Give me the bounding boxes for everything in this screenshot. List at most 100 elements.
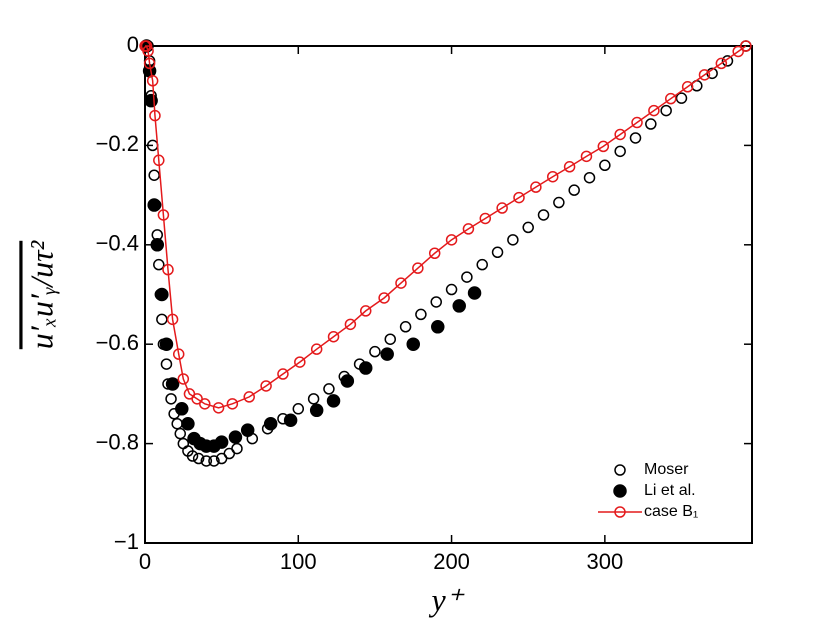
marker — [165, 377, 180, 391]
marker — [496, 202, 508, 214]
x-axis-label: y⁺ — [428, 581, 464, 617]
marker — [327, 330, 340, 343]
marker — [715, 57, 728, 70]
marker — [143, 57, 156, 70]
marker — [614, 128, 626, 141]
marker — [208, 455, 220, 467]
marker — [412, 262, 424, 274]
marker — [307, 393, 320, 405]
marker — [160, 358, 173, 370]
marker — [583, 171, 596, 184]
marker — [675, 92, 688, 104]
marker — [147, 198, 161, 212]
legend-label: Moser — [644, 461, 689, 478]
marker — [171, 417, 183, 430]
marker — [597, 140, 610, 153]
marker — [277, 368, 289, 380]
x-tick-label: 0 — [139, 549, 151, 574]
marker — [467, 286, 482, 300]
marker — [507, 234, 519, 246]
legend-marker — [614, 506, 626, 518]
marker — [263, 416, 278, 431]
marker — [150, 238, 165, 252]
marker — [228, 430, 243, 444]
plot-frame — [144, 45, 753, 544]
marker — [231, 442, 243, 455]
marker — [740, 40, 752, 52]
marker — [665, 92, 677, 105]
marker — [563, 161, 576, 173]
marker — [260, 380, 272, 392]
marker — [177, 373, 190, 385]
marker — [614, 145, 626, 158]
marker — [428, 247, 441, 259]
marker — [358, 361, 373, 375]
y-tick-label: −0.6 — [96, 330, 139, 355]
marker — [648, 104, 660, 117]
marker — [149, 109, 161, 122]
marker — [177, 437, 190, 450]
marker — [395, 277, 407, 289]
marker — [192, 452, 205, 465]
legend-label: Li et al. — [644, 482, 696, 499]
marker — [214, 435, 229, 449]
marker — [732, 45, 744, 58]
marker — [309, 403, 324, 418]
marker — [155, 287, 169, 302]
marker — [172, 348, 185, 360]
marker — [645, 118, 657, 130]
marker — [415, 308, 427, 321]
marker — [175, 402, 189, 416]
x-tick-label: 200 — [433, 549, 470, 574]
marker — [344, 318, 357, 331]
marker — [406, 337, 420, 351]
marker — [522, 221, 534, 234]
marker — [156, 313, 168, 326]
marker — [162, 263, 174, 276]
marker — [384, 333, 397, 345]
marker — [153, 258, 165, 271]
y-axis-label: u′ₓu′ᵧ/uτ² — [23, 239, 59, 349]
marker — [681, 81, 694, 93]
legend-label: case B₁ — [644, 503, 698, 520]
marker — [243, 391, 255, 403]
legend-marker — [613, 484, 627, 498]
marker — [537, 209, 550, 221]
y-tick-label: −0.8 — [96, 429, 139, 454]
marker — [283, 413, 298, 427]
marker — [340, 374, 355, 388]
legend-marker — [614, 464, 626, 476]
marker — [323, 383, 335, 395]
marker — [380, 347, 394, 361]
marker — [445, 234, 458, 246]
marker — [479, 212, 492, 225]
marker — [568, 184, 580, 196]
marker — [369, 345, 381, 358]
marker — [240, 423, 255, 437]
marker — [142, 45, 154, 57]
x-tick-label: 300 — [586, 549, 623, 574]
marker — [629, 132, 642, 144]
marker — [491, 246, 504, 259]
marker — [166, 313, 179, 326]
marker — [530, 181, 542, 193]
y-tick-label: −1 — [114, 529, 139, 554]
x-tick-label: 100 — [280, 549, 317, 574]
marker — [146, 75, 159, 87]
marker — [212, 402, 225, 414]
marker — [431, 320, 445, 334]
marker — [326, 394, 341, 408]
marker — [148, 169, 160, 181]
marker — [226, 398, 239, 410]
marker — [186, 450, 199, 462]
marker — [199, 398, 211, 410]
marker — [546, 170, 559, 183]
marker — [159, 337, 174, 351]
marker — [430, 296, 442, 308]
marker — [580, 150, 593, 163]
marker — [698, 69, 711, 81]
marker — [631, 116, 643, 129]
series-line — [145, 45, 747, 409]
marker — [513, 191, 525, 204]
